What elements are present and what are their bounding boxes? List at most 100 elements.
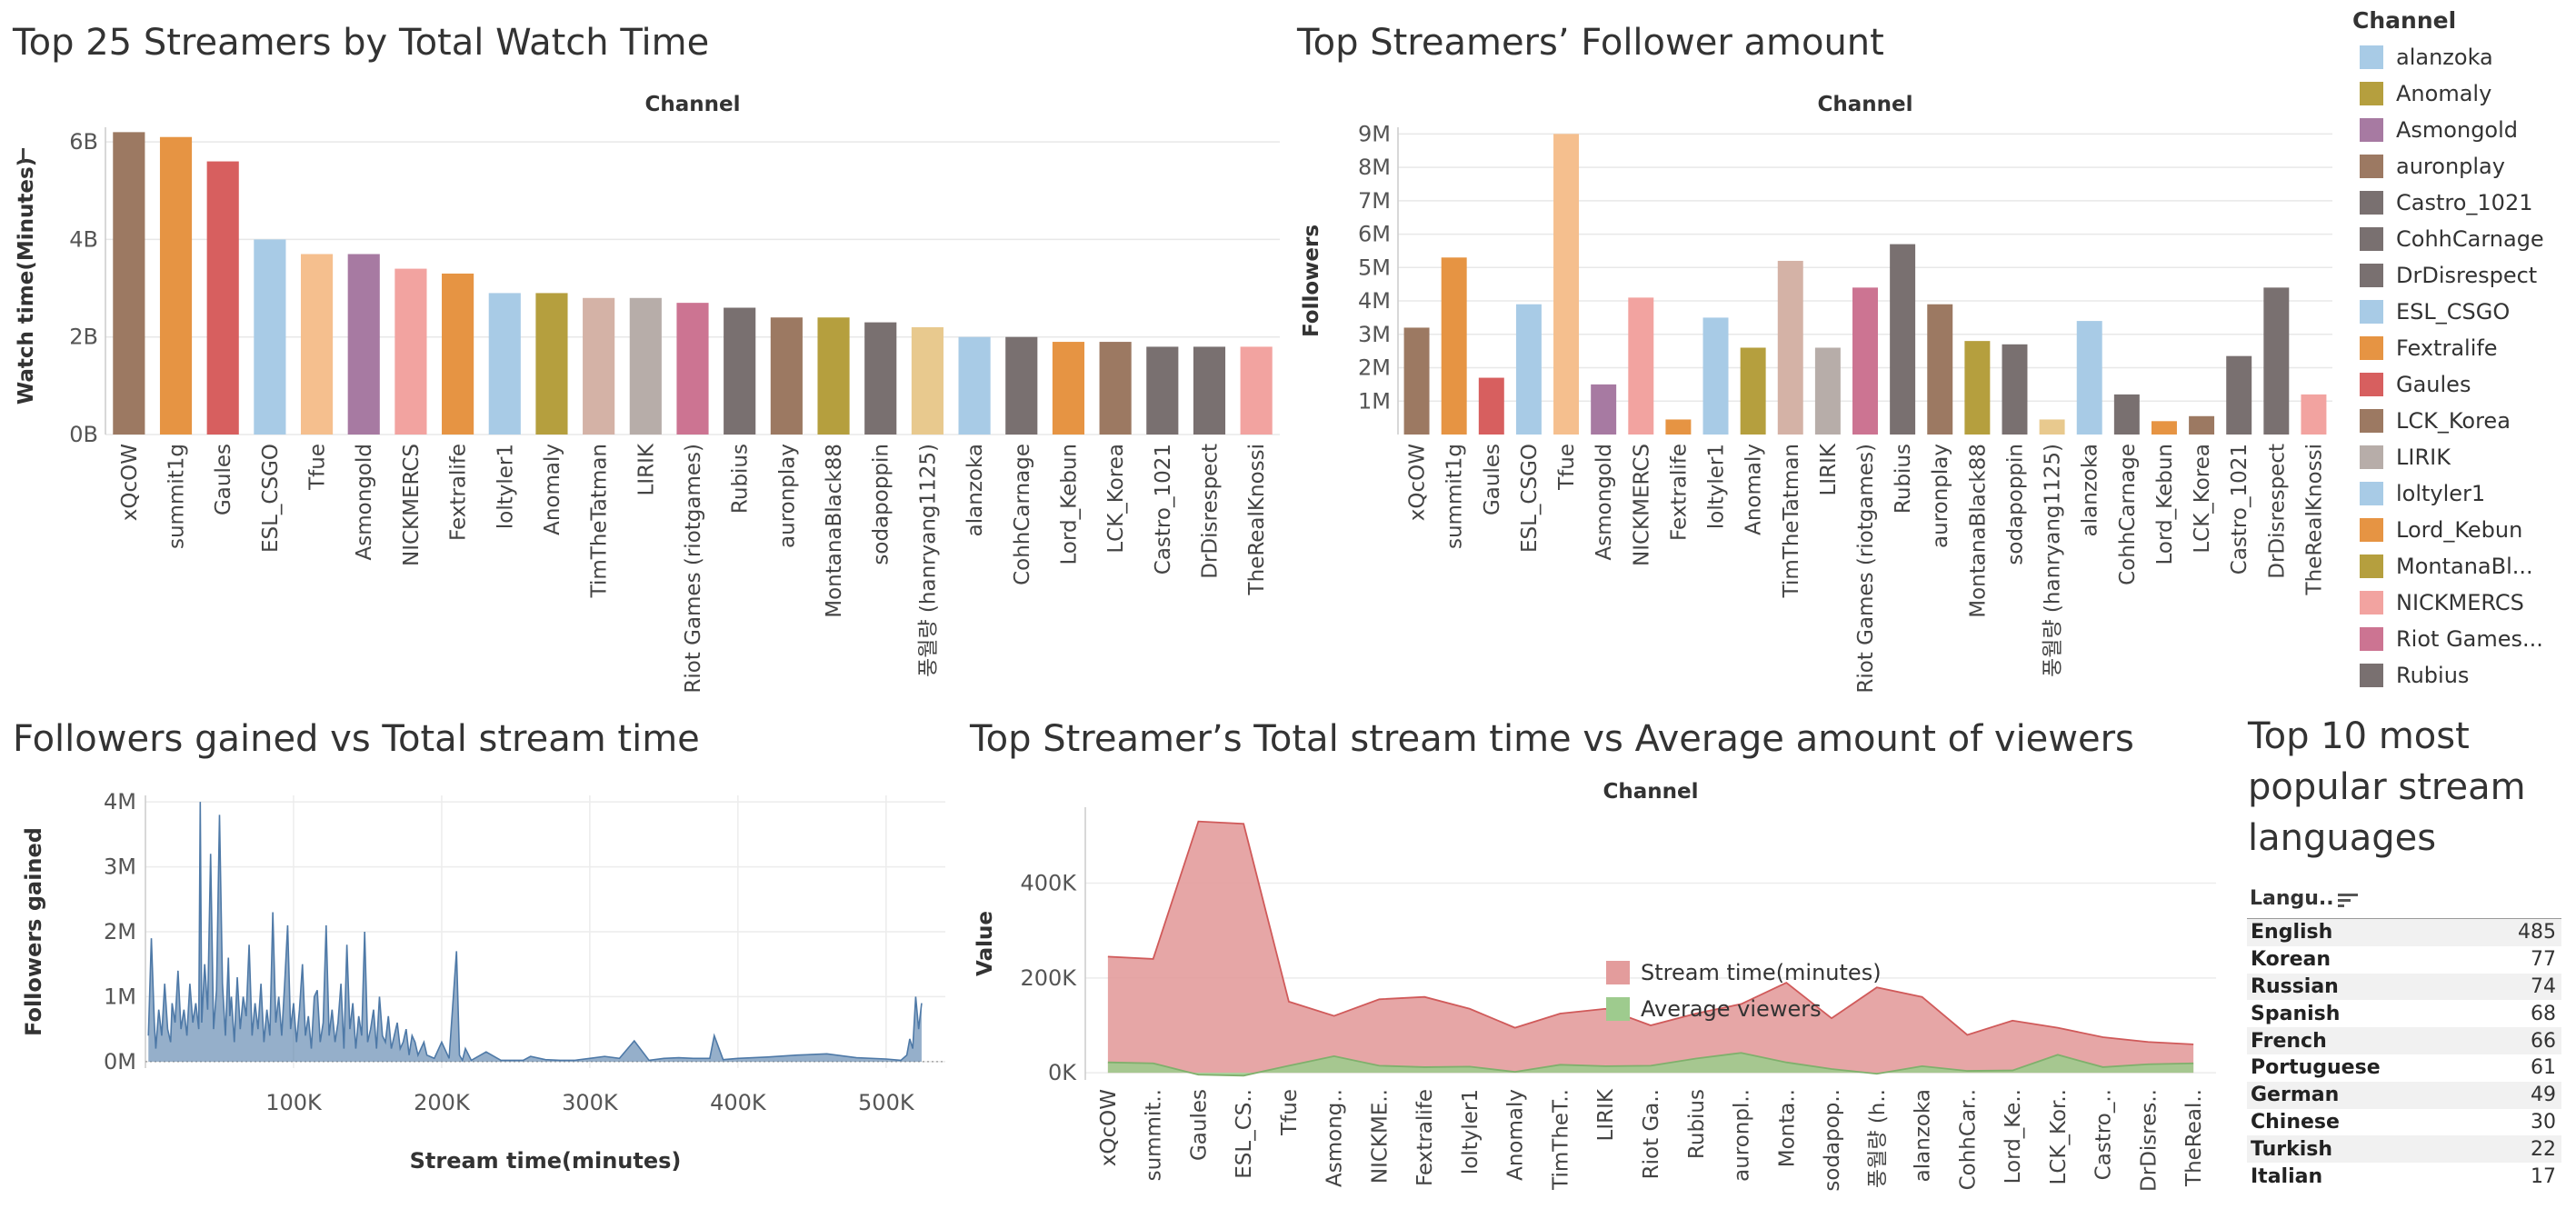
- languages-column-header[interactable]: Langu..: [2250, 887, 2334, 910]
- x-tick-label: TheRealKnossi: [2302, 444, 2326, 595]
- legend-label: MontanaBl...: [2396, 554, 2533, 579]
- x-tick-label: Tfue: [1555, 444, 1579, 491]
- bar-13: [724, 307, 756, 435]
- legend-item[interactable]: LIRIK: [2360, 442, 2451, 473]
- bar-6: [1628, 297, 1654, 435]
- table-row: Chinese 30: [2247, 1109, 2561, 1136]
- legend-label: Riot Games...: [2396, 626, 2543, 652]
- x-tick-label: LCK_Kor..: [2047, 1089, 2071, 1184]
- x-tick-label: 200K: [414, 1090, 471, 1115]
- legend-item[interactable]: Anomaly: [2360, 78, 2491, 109]
- x-tick-label: Riot Ga..: [1640, 1089, 1663, 1179]
- x-tick-label: NICKMERCS: [1630, 444, 1653, 566]
- legend-item[interactable]: MontanaBl...: [2360, 551, 2533, 582]
- y-tick-label: 1M: [104, 984, 136, 1009]
- bar-8: [1702, 317, 1729, 435]
- table-row: Spanish 68: [2247, 1000, 2561, 1027]
- legend-swatch: [2360, 445, 2383, 469]
- bar-12: [1852, 287, 1878, 435]
- bar-3: [1515, 304, 1542, 435]
- legend-item[interactable]: ESL_CSGO: [2360, 296, 2510, 327]
- x-tick-label: TimTheTatman: [1780, 444, 1803, 598]
- legend-label: Fextralife: [2396, 335, 2498, 361]
- legend-item[interactable]: alanzoka: [2360, 42, 2493, 73]
- table-row: Korean 77: [2247, 946, 2561, 974]
- legend-item[interactable]: NICKMERCS: [2360, 587, 2524, 618]
- x-tick-label: CohhCarnage: [2116, 444, 2140, 585]
- watch-time-title: Top 25 Streamers by Total Watch Time: [13, 22, 710, 64]
- bar-7: [442, 273, 474, 435]
- x-tick-label: summit1g: [165, 444, 189, 549]
- x-tick-label: MontanaBlack88: [823, 444, 846, 618]
- x-tick-label: alanzoka: [2079, 444, 2102, 536]
- table-row: German 49: [2247, 1081, 2561, 1109]
- legend-swatch-0: [1606, 961, 1630, 984]
- legend-item[interactable]: CohhCarnage: [2360, 224, 2544, 255]
- languages-title: Top 10 most popular stream languages: [2248, 715, 2526, 859]
- y-tick-label: 5M: [1358, 255, 1391, 280]
- bar-14: [1927, 304, 1953, 435]
- legend-item[interactable]: Castro_1021: [2360, 187, 2532, 218]
- legend-item[interactable]: DrDisrespect: [2360, 260, 2537, 291]
- legend-label: NICKMERCS: [2396, 590, 2524, 615]
- x-tick-label: auronplay: [1929, 444, 1952, 548]
- x-tick-label: Gaules: [1187, 1089, 1211, 1161]
- x-tick-label: Lord_Kebun: [2153, 444, 2177, 565]
- bar-15: [1964, 341, 1991, 435]
- language-count: 66: [2531, 1029, 2556, 1053]
- legend-swatch: [2360, 664, 2383, 687]
- bar-17: [2039, 419, 2065, 435]
- x-tick-label: summit..: [1143, 1089, 1166, 1181]
- y-tick-label: 8M: [1358, 155, 1391, 180]
- x-tick-label: TimTheTatman: [588, 444, 612, 598]
- language-name: Korean: [2251, 948, 2331, 972]
- legend-label: Gaules: [2396, 372, 2471, 397]
- x-tick-label: Asmong..: [1323, 1089, 1347, 1187]
- x-tick-label: 100K: [265, 1090, 323, 1115]
- legend-label: auronplay: [2396, 154, 2505, 179]
- legend-item[interactable]: auronplay: [2360, 151, 2505, 182]
- legend-label: CohhCarnage: [2396, 226, 2544, 252]
- x-tick-label: ESL_CSGO: [259, 444, 283, 553]
- legend-item[interactable]: Fextralife: [2360, 333, 2498, 364]
- bar-9: [535, 293, 568, 435]
- legend-swatch: [2360, 591, 2383, 614]
- legend-item[interactable]: Lord_Kebun: [2360, 515, 2522, 545]
- x-tick-label: Gaules: [1481, 444, 1504, 515]
- watch-time-bar-chart: Channel 0B 2B 4B 6B Watch time(Minutes) xQcOW s…: [15, 93, 1280, 694]
- x-tick-label: Tfue: [1278, 1089, 1302, 1136]
- legend-item[interactable]: LCK_Korea: [2360, 405, 2511, 436]
- table-row: Russian 74: [2247, 973, 2561, 1001]
- x-tick-label: Fextralife: [1667, 444, 1691, 541]
- y-tick-label: 2M: [1358, 355, 1391, 381]
- bar-11: [1814, 347, 1841, 435]
- legend-swatch: [2360, 82, 2383, 105]
- legend-item[interactable]: Gaules: [2360, 369, 2471, 400]
- bar-20: [2151, 421, 2177, 435]
- legend-label: ESL_CSGO: [2396, 299, 2511, 325]
- legend-label: loltyler1: [2396, 481, 2486, 506]
- legend-item[interactable]: Asmongold: [2360, 115, 2518, 145]
- legend-swatch: [2360, 336, 2383, 360]
- y-axis-label: Followers gained: [21, 827, 46, 1036]
- bar-23: [2263, 287, 2290, 435]
- y-tick-label: 4M: [1358, 288, 1391, 314]
- y-axis-label: Value: [973, 911, 997, 976]
- bar-21: [1099, 342, 1132, 435]
- chart-header: Channel: [644, 93, 740, 116]
- legend-item[interactable]: Rubius: [2360, 660, 2469, 691]
- stream-time-title: Top Streamer’s Total stream time vs Aver…: [970, 718, 2134, 760]
- bar-7: [1665, 419, 1692, 435]
- legend-item[interactable]: Riot Games...: [2360, 624, 2543, 654]
- x-tick-label: Anomaly: [541, 444, 564, 535]
- followers-gained-title: Followers gained vs Total stream time: [13, 718, 700, 760]
- legend-swatch: [2360, 191, 2383, 215]
- y-tick-label: 400K: [1020, 870, 1077, 895]
- followers-gained-line: [147, 802, 923, 1063]
- legend-item[interactable]: loltyler1: [2360, 478, 2485, 509]
- language-count: 61: [2531, 1056, 2556, 1080]
- bar-12: [676, 303, 709, 435]
- sort-icon[interactable]: [2338, 893, 2358, 907]
- bar-5: [1591, 384, 1617, 435]
- bar-1: [1441, 257, 1467, 435]
